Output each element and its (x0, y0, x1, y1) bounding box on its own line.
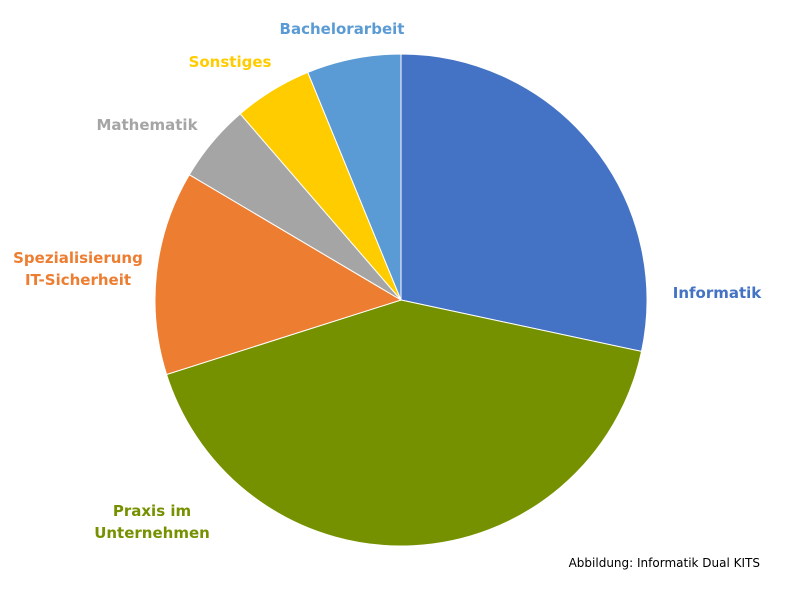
slice-label-line: IT-Sicherheit (25, 271, 131, 289)
pie-slices (154, 53, 648, 547)
pie-slice-informatik (400, 53, 648, 353)
slice-label-line: Unternehmen (94, 524, 210, 542)
pie-slice-spezialisierung (154, 174, 403, 376)
slice-label-line: Sonstiges (189, 53, 272, 71)
slice-label-bachelorarbeit: Bachelorarbeit (280, 20, 405, 38)
slice-label-line: Informatik (673, 284, 763, 302)
slice-label-praxis: Praxis im Unternehmen (94, 502, 210, 542)
slice-label-informatik: Informatik (673, 284, 763, 302)
slice-label-line: Spezialisierung (13, 249, 143, 267)
slice-label-line: Bachelorarbeit (280, 20, 405, 38)
slice-label-sonstiges: Sonstiges (189, 53, 272, 71)
slice-label-line: Praxis im (113, 502, 191, 520)
slice-label-line: Mathematik (96, 116, 198, 134)
pie-labels: Informatik Praxis im Unternehmen Spezialisi… (13, 20, 762, 542)
pie-slice-bachelorarbeit (307, 53, 402, 301)
slice-label-spezialisierung: Spezialisierung IT-Sicherheit (13, 249, 143, 289)
figure-caption: Abbildung: Informatik Dual KITS (568, 556, 760, 570)
slice-label-mathematik: Mathematik (96, 116, 198, 134)
pie-slice-praxis (165, 299, 643, 547)
